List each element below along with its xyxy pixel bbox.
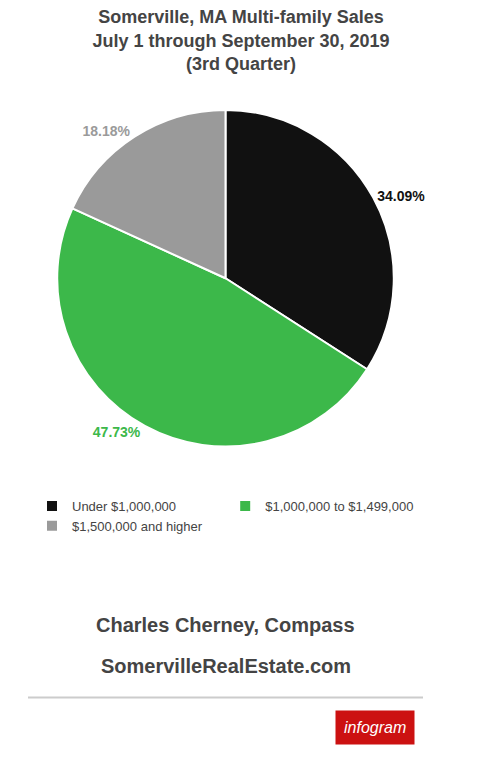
svg-text:34.09%: 34.09% — [377, 188, 425, 204]
svg-text:SomervilleRealEstate.com: SomervilleRealEstate.com — [101, 655, 351, 677]
svg-text:$1,000,000 to $1,499,000: $1,000,000 to $1,499,000 — [265, 499, 413, 514]
svg-text:Under $1,000,000: Under $1,000,000 — [72, 499, 176, 514]
svg-text:$1,500,000 and higher: $1,500,000 and higher — [72, 519, 203, 534]
svg-text:infogram: infogram — [344, 719, 406, 736]
svg-text:Charles Cherney, Compass: Charles Cherney, Compass — [96, 614, 355, 636]
svg-text:Somerville, MA Multi-family Sa: Somerville, MA Multi-family SalesJuly 1 … — [92, 7, 389, 74]
svg-text:47.73%: 47.73% — [93, 424, 141, 440]
svg-text:18.18%: 18.18% — [82, 123, 130, 139]
